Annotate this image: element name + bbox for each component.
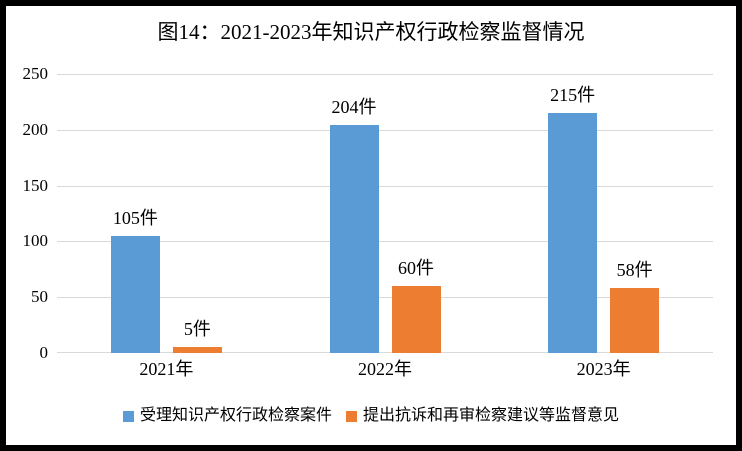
- legend-label: 受理知识产权行政检察案件: [139, 407, 332, 424]
- y-axis-tick-label: 150: [22, 175, 49, 195]
- bar-value-label: 215件: [550, 85, 596, 106]
- bar-value-label: 204件: [331, 97, 377, 118]
- y-axis-tick-label: 200: [22, 119, 49, 139]
- legend: 受理知识产权行政检察案件 提出抗诉和再审检察建议等监督意见: [6, 406, 736, 426]
- gridline: [57, 241, 713, 242]
- y-axis-tick-label: 250: [22, 64, 49, 83]
- chart-title: 图14：2021-2023年知识产权行政检察监督情况: [157, 20, 585, 44]
- y-axis-tick-label: 100: [22, 231, 49, 251]
- bar: [172, 347, 222, 353]
- bar-value-label: 5件: [183, 319, 211, 340]
- x-axis-category-label: 2021年: [139, 359, 194, 379]
- legend-color-swatch: [346, 410, 357, 422]
- x-axis-category-label: 2023年: [576, 359, 631, 379]
- bar: [329, 125, 379, 353]
- bar: [548, 113, 598, 353]
- bar: [110, 235, 160, 353]
- plot-area: [57, 74, 713, 353]
- gridline: [57, 297, 713, 298]
- y-axis-tick-label: 50: [31, 287, 48, 307]
- x-axis-line: [57, 352, 713, 353]
- bar: [391, 286, 441, 353]
- gridline: [57, 74, 713, 75]
- legend-item: 提出抗诉和再审检察建议等监督意见: [346, 406, 619, 426]
- gridline: [57, 130, 713, 131]
- bar-value-label: 60件: [398, 258, 434, 278]
- legend-item: 受理知识产权行政检察案件: [122, 406, 332, 426]
- x-axis-category-label: 2022年: [358, 359, 412, 379]
- bar-value-label: 105件: [112, 207, 158, 228]
- bar-value-label: 58件: [616, 260, 653, 281]
- bar: [610, 288, 660, 353]
- gridline: [57, 186, 713, 187]
- legend-label: 提出抗诉和再审检察建议等监督意见: [363, 407, 620, 424]
- y-axis-tick-label: 0: [39, 343, 49, 362]
- legend-color-swatch: [122, 410, 134, 422]
